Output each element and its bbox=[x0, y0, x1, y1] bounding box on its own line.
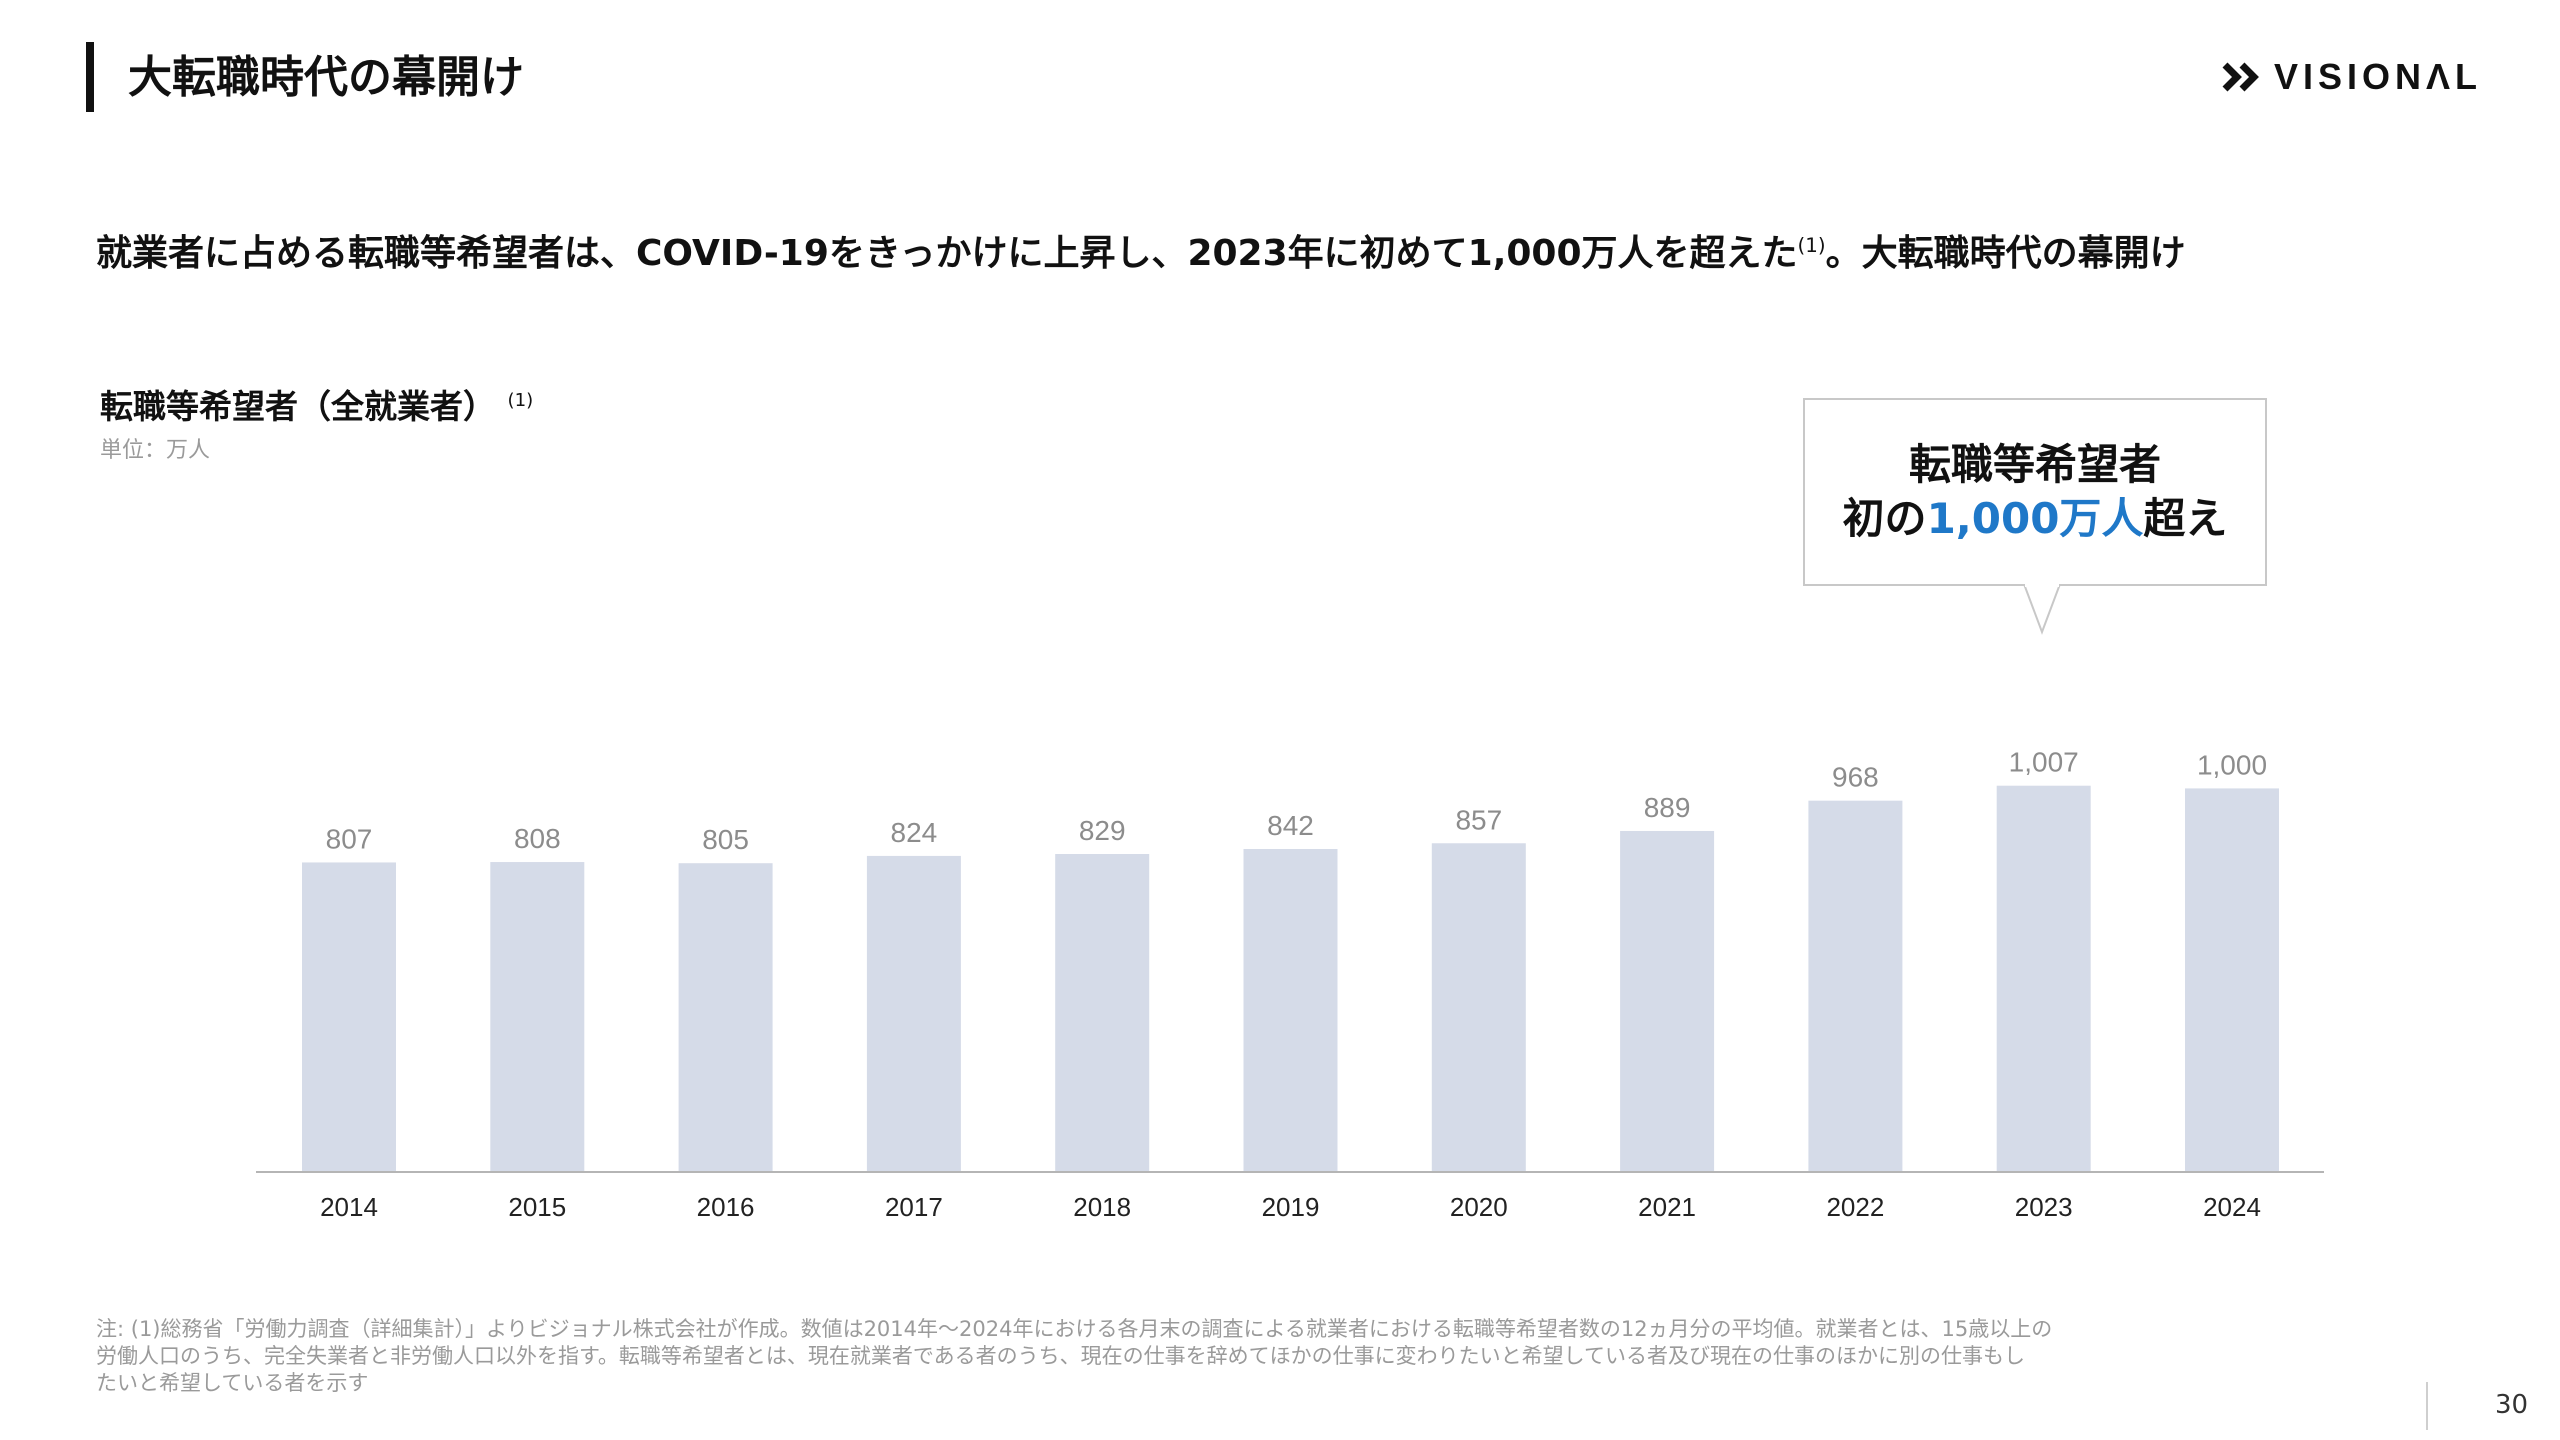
double-chevron-icon bbox=[2222, 62, 2259, 92]
footnote-line3: たいと希望している者を示す bbox=[96, 1371, 369, 1395]
value-label-2022: 968 bbox=[1832, 762, 1879, 793]
value-label-2018: 829 bbox=[1079, 815, 1126, 846]
headline-note: (1) bbox=[1797, 234, 1826, 257]
category-label-2023: 2023 bbox=[2015, 1192, 2073, 1222]
category-label-2022: 2022 bbox=[1826, 1192, 1884, 1222]
bar-2015 bbox=[490, 862, 585, 1172]
category-label-2015: 2015 bbox=[508, 1192, 566, 1222]
value-label-2024: 1,000 bbox=[2197, 749, 2267, 780]
category-label-2021: 2021 bbox=[1638, 1192, 1696, 1222]
value-label-2015: 808 bbox=[514, 823, 561, 854]
bar-2016 bbox=[678, 863, 773, 1172]
callout-suffix: 超え bbox=[2143, 494, 2228, 543]
category-label-2014: 2014 bbox=[320, 1192, 378, 1222]
value-label-2021: 889 bbox=[1644, 792, 1691, 823]
bar-2014 bbox=[302, 862, 396, 1172]
category-label-2017: 2017 bbox=[885, 1192, 943, 1222]
headline-text: 就業者に占める転職等希望者は、COVID-19をきっかけに上昇し、2023年に初… bbox=[96, 233, 1798, 274]
value-label-2016: 805 bbox=[702, 824, 749, 855]
category-label-2020: 2020 bbox=[1450, 1192, 1508, 1222]
callout-line2: 初の1,000万人超え bbox=[1805, 492, 2265, 546]
slide-title: 大転職時代の幕開け bbox=[128, 52, 524, 103]
footnote-line2: 労働人口のうち、完全失業者と非労働人口以外を指す。転職等希望者とは、現在就業者で… bbox=[96, 1344, 2026, 1368]
bar-chart: 807 2014 808 2015 805 2016 824 2017 829 2018 842 20… bbox=[256, 747, 2324, 1222]
bar-2020 bbox=[1431, 843, 1526, 1172]
value-label-2023: 1,007 bbox=[2009, 747, 2079, 778]
visional-logo: VISIONΛL bbox=[2222, 56, 2482, 98]
bar-2017 bbox=[866, 855, 961, 1172]
chart-title-note: (1) bbox=[507, 390, 534, 411]
footnote: 注: (1)総務省「労働力調査（詳細集計）」よりビジョナル株式会社が作成。数値は… bbox=[96, 1316, 2346, 1397]
chart-title: 転職等希望者（全就業者） (1) bbox=[100, 380, 533, 428]
chart-unit-label: 単位：万人 bbox=[100, 438, 211, 463]
title-accent-bar bbox=[86, 42, 94, 112]
value-label-2020: 857 bbox=[1455, 804, 1502, 835]
callout-box: 転職等希望者 初の1,000万人超え bbox=[1803, 398, 2267, 586]
value-label-2017: 824 bbox=[891, 817, 938, 848]
callout-pointer bbox=[2023, 584, 2061, 635]
headline: 就業者に占める転職等希望者は、COVID-19をきっかけに上昇し、2023年に初… bbox=[96, 218, 2186, 282]
category-label-2019: 2019 bbox=[1262, 1192, 1320, 1222]
bar-2022 bbox=[1808, 800, 1903, 1172]
bar-2019 bbox=[1243, 849, 1338, 1172]
category-label-2024: 2024 bbox=[2203, 1192, 2261, 1222]
value-label-2019: 842 bbox=[1267, 810, 1314, 841]
category-label-2018: 2018 bbox=[1073, 1192, 1131, 1222]
callout-prefix: 初の bbox=[1842, 494, 1927, 543]
bar-2023 bbox=[1996, 785, 2091, 1172]
value-label-2014: 807 bbox=[326, 823, 373, 854]
callout-line1: 転職等希望者 bbox=[1908, 440, 2161, 489]
logo-text: VISIONΛL bbox=[2273, 56, 2482, 97]
category-label-2016: 2016 bbox=[697, 1192, 755, 1222]
chart-title-text: 転職等希望者（全就業者） bbox=[100, 387, 496, 426]
page-number-divider bbox=[2426, 1382, 2428, 1430]
headline-tail: 。大転職時代の幕開け bbox=[1825, 233, 2186, 274]
footnote-line1: 注: (1)総務省「労働力調査（詳細集計）」よりビジョナル株式会社が作成。数値は… bbox=[96, 1317, 2053, 1341]
bar-2018 bbox=[1055, 853, 1150, 1172]
page-number: 30 bbox=[2495, 1390, 2529, 1420]
bar-2021 bbox=[1620, 830, 1715, 1172]
callout-accent-value: 1,000万人 bbox=[1926, 494, 2144, 543]
bar-2024 bbox=[2185, 788, 2279, 1172]
